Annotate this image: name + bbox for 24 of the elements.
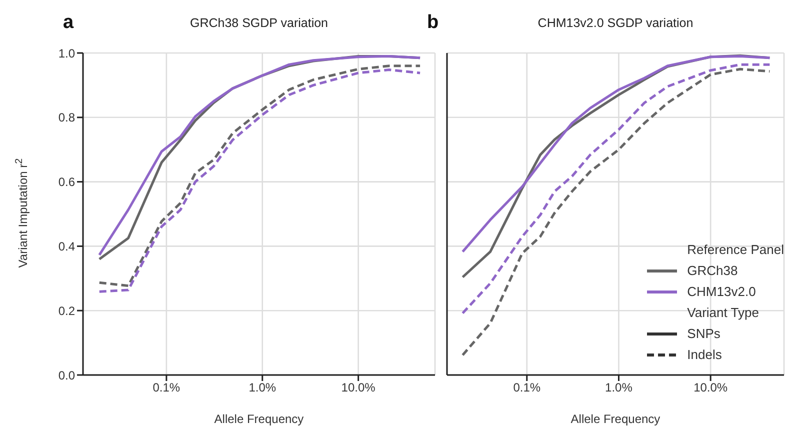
x-tick-label: 10.0% [341,380,376,395]
x-tick-label: 10.0% [694,380,728,395]
y-tick-label: 0.6 [58,175,76,190]
y-tick-label: 0.0 [58,368,76,382]
legend-label: GRCh38 [686,262,739,280]
chart-title: CHM13v2.0 SGDP variation [536,16,694,30]
y-tick-label: 0.2 [58,304,76,318]
x-axis-title: Allele Frequency [570,412,660,426]
x-tick-label: 1.0% [605,380,633,395]
text: b [427,12,439,34]
legend-title: Reference Panel [686,241,784,259]
annotation: Variant Type [686,304,760,322]
y-tick-label: 0.4 [58,239,76,254]
x-tick-label: 0.1% [513,380,541,395]
x-tick-label: 0.1% [152,380,180,395]
x-axis-title: Allele Frequency [214,412,304,426]
annotation: SNPs [686,325,722,343]
text: a [63,12,74,34]
chart-title: GRCh38 SGDP variation [190,16,328,30]
annotation: Indels [686,346,723,364]
x-tick-label: 1.0% [248,380,276,395]
legend-label: CHM13v2.0 [686,283,757,301]
y-tick-label: 0.8 [58,110,76,125]
y-tick-label: 1.0 [58,46,76,60]
